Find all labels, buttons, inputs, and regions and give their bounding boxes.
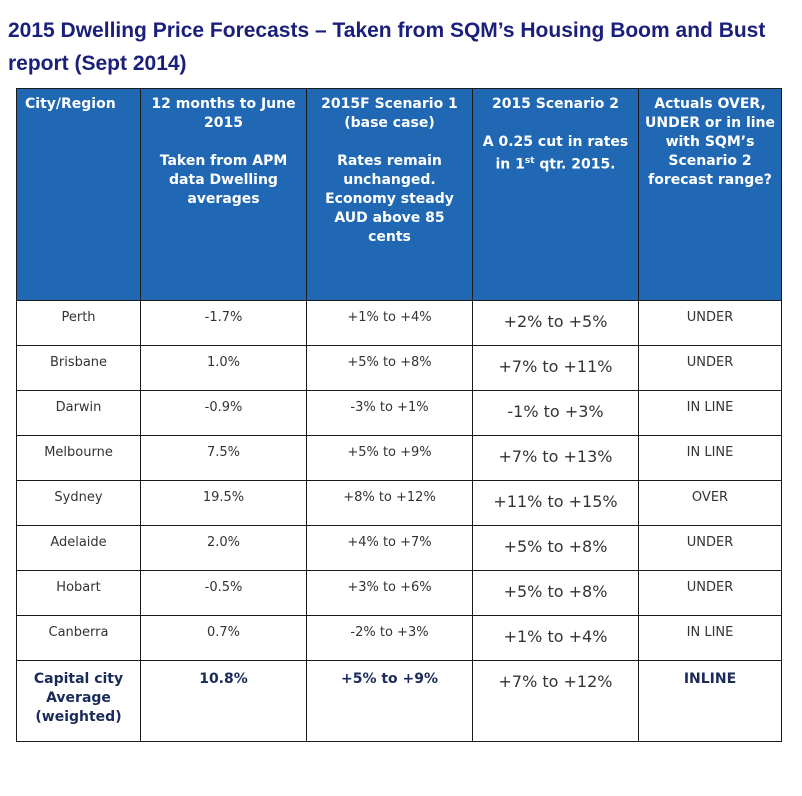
cell-actual: -0.9% [140, 390, 307, 436]
header-scenario1: 2015F Scenario 1 (base case) Rates remai… [306, 88, 473, 301]
table-row: Sydney 19.5% +8% to +12% +11% to +15% OV… [16, 480, 782, 526]
header-scenario2-note-a: A 0.25 cut in rates in 1 [482, 134, 629, 173]
cell-actual: -1.7% [140, 300, 307, 346]
cell-result: IN LINE [638, 390, 782, 436]
cell-actual-average: 10.8% [140, 660, 307, 742]
header-scenario1-title: 2015F Scenario 1 (base case) [321, 96, 458, 131]
cell-actual: 0.7% [140, 615, 307, 661]
header-city-label: City/Region [25, 96, 116, 112]
header-actual-title: 12 months to June 2015 [151, 96, 296, 131]
header-scenario1-note: Rates remain unchanged. Economy steady A… [325, 153, 454, 245]
cell-scenario1: +8% to +12% [306, 480, 473, 526]
table-row: Melbourne 7.5% +5% to +9% +7% to +13% IN… [16, 435, 782, 481]
cell-scenario1: -3% to +1% [306, 390, 473, 436]
header-result-label: Actuals OVER, UNDER or in line with SQM’… [644, 96, 776, 188]
cell-result: UNDER [638, 525, 782, 571]
cell-scenario1: +1% to +4% [306, 300, 473, 346]
table-row: Brisbane 1.0% +5% to +8% +7% to +11% UND… [16, 345, 782, 391]
cell-scenario1: +3% to +6% [306, 570, 473, 616]
header-scenario2-note-b: qtr. 2015. [534, 156, 616, 173]
cell-scenario2: +5% to +8% [472, 525, 639, 571]
cell-scenario1: +5% to +9% [306, 435, 473, 481]
cell-scenario2: +2% to +5% [472, 300, 639, 346]
cell-city: Perth [16, 300, 141, 346]
cell-scenario2-average: +7% to +12% [472, 660, 639, 742]
cell-city: Melbourne [16, 435, 141, 481]
cell-actual: 2.0% [140, 525, 307, 571]
cell-result: UNDER [638, 570, 782, 616]
cell-scenario1-average: +5% to +9% [306, 660, 473, 742]
cell-scenario1: -2% to +3% [306, 615, 473, 661]
forecast-table: City/Region 12 months to June 2015 Taken… [16, 88, 782, 742]
table-row: Darwin -0.9% -3% to +1% -1% to +3% IN LI… [16, 390, 782, 436]
cell-result: UNDER [638, 345, 782, 391]
header-scenario2-note-sup: st [524, 156, 535, 166]
header-scenario2-title: 2015 Scenario 2 [491, 96, 620, 112]
cell-city: Hobart [16, 570, 141, 616]
average-row: Capital city Average (weighted) 10.8% +5… [16, 660, 782, 742]
cell-scenario2: +5% to +8% [472, 570, 639, 616]
header-actual: 12 months to June 2015 Taken from APM da… [140, 88, 307, 301]
cell-scenario2: +11% to +15% [472, 480, 639, 526]
table-row: Perth -1.7% +1% to +4% +2% to +5% UNDER [16, 300, 782, 346]
cell-result: UNDER [638, 300, 782, 346]
header-city: City/Region [16, 88, 141, 301]
cell-scenario2: -1% to +3% [472, 390, 639, 436]
cell-result-average: INLINE [638, 660, 782, 742]
cell-actual: -0.5% [140, 570, 307, 616]
cell-city: Brisbane [16, 345, 141, 391]
cell-scenario2: +7% to +11% [472, 345, 639, 391]
cell-scenario2: +7% to +13% [472, 435, 639, 481]
header-actual-note: Taken from APM data Dwelling averages [159, 153, 288, 207]
table-header-row: City/Region 12 months to June 2015 Taken… [16, 88, 782, 301]
table-row: Canberra 0.7% -2% to +3% +1% to +4% IN L… [16, 615, 782, 661]
cell-city: Adelaide [16, 525, 141, 571]
cell-scenario2: +1% to +4% [472, 615, 639, 661]
cell-city: Darwin [16, 390, 141, 436]
cell-actual: 7.5% [140, 435, 307, 481]
page-title: 2015 Dwelling Price Forecasts – Taken fr… [8, 19, 766, 75]
header-scenario2-note: A 0.25 cut in rates in 1st qtr. 2015. [473, 127, 638, 175]
cell-scenario1: +4% to +7% [306, 525, 473, 571]
cell-city: Canberra [16, 615, 141, 661]
cell-result: IN LINE [638, 615, 782, 661]
cell-result: OVER [638, 480, 782, 526]
cell-actual: 1.0% [140, 345, 307, 391]
header-result: Actuals OVER, UNDER or in line with SQM’… [638, 88, 782, 301]
table-row: Hobart -0.5% +3% to +6% +5% to +8% UNDER [16, 570, 782, 616]
cell-result: IN LINE [638, 435, 782, 481]
table-row: Adelaide 2.0% +4% to +7% +5% to +8% UNDE… [16, 525, 782, 571]
header-scenario2: 2015 Scenario 2 A 0.25 cut in rates in 1… [472, 88, 639, 301]
cell-city: Sydney [16, 480, 141, 526]
cell-actual: 19.5% [140, 480, 307, 526]
cell-scenario1: +5% to +8% [306, 345, 473, 391]
cell-city-average: Capital city Average (weighted) [16, 660, 141, 742]
